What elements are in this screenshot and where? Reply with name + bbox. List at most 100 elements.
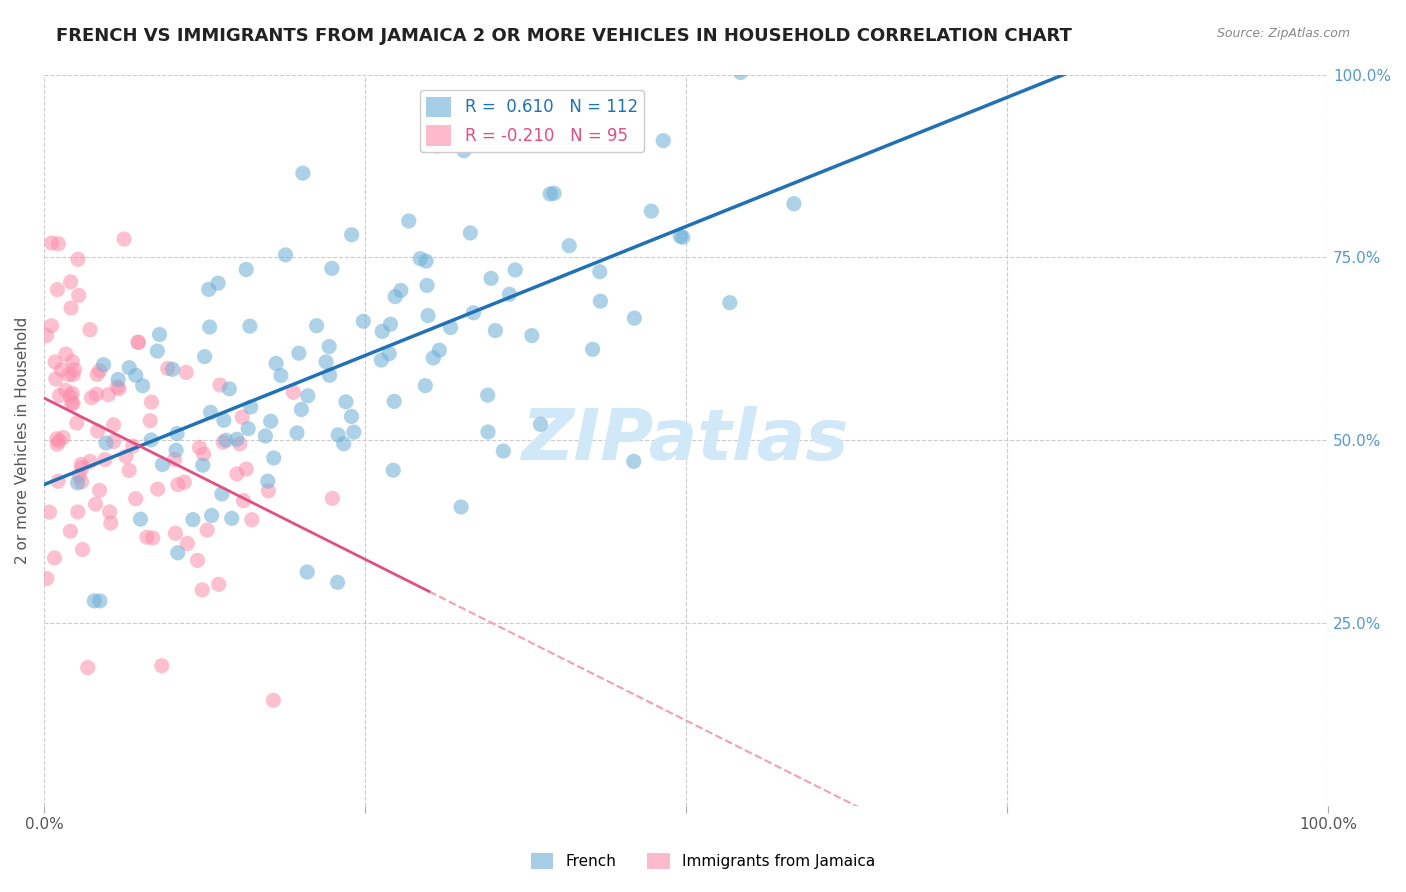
Point xyxy=(129,512,152,526)
Point xyxy=(225,467,247,481)
Point xyxy=(46,474,69,488)
Point xyxy=(274,248,297,262)
Point xyxy=(212,413,235,427)
Point xyxy=(135,530,157,544)
Point xyxy=(93,358,115,372)
Point xyxy=(520,328,543,343)
Point xyxy=(326,427,349,442)
Point xyxy=(166,426,188,441)
Point xyxy=(70,460,93,475)
Point xyxy=(1056,53,1078,67)
Point xyxy=(332,437,354,451)
Point xyxy=(142,531,165,545)
Point xyxy=(45,432,67,446)
Text: Source: ZipAtlas.com: Source: ZipAtlas.com xyxy=(1216,27,1350,40)
Point xyxy=(415,254,437,268)
Point xyxy=(239,400,262,414)
Point xyxy=(59,389,82,403)
Point xyxy=(44,551,66,566)
Point xyxy=(98,505,121,519)
Point xyxy=(226,432,249,446)
Point xyxy=(239,319,262,334)
Point xyxy=(257,483,280,498)
Point xyxy=(150,658,173,673)
Point xyxy=(378,346,401,360)
Point xyxy=(41,318,63,333)
Point xyxy=(112,232,135,246)
Point xyxy=(59,524,82,538)
Point xyxy=(45,372,67,386)
Point xyxy=(141,395,163,409)
Point xyxy=(46,283,69,297)
Point xyxy=(321,261,343,276)
Point xyxy=(215,434,238,448)
Point xyxy=(94,436,117,450)
Point xyxy=(380,318,402,332)
Point xyxy=(97,387,120,401)
Point xyxy=(127,335,149,350)
Point xyxy=(163,452,186,467)
Point xyxy=(295,565,318,579)
Point xyxy=(270,368,292,383)
Point xyxy=(640,204,662,219)
Point xyxy=(107,372,129,386)
Point xyxy=(730,65,752,79)
Point xyxy=(409,252,432,266)
Point xyxy=(108,382,131,396)
Point xyxy=(326,575,349,590)
Point xyxy=(340,409,363,424)
Point xyxy=(208,378,231,392)
Point xyxy=(416,309,439,323)
Point xyxy=(207,276,229,290)
Point xyxy=(297,389,319,403)
Point xyxy=(370,353,392,368)
Point xyxy=(221,511,243,525)
Point xyxy=(188,441,211,455)
Point xyxy=(66,252,89,267)
Point xyxy=(212,435,235,450)
Point xyxy=(835,53,858,67)
Point xyxy=(198,320,221,334)
Point xyxy=(208,577,231,591)
Point xyxy=(131,378,153,392)
Point xyxy=(669,229,692,244)
Point xyxy=(191,458,214,473)
Text: FRENCH VS IMMIGRANTS FROM JAMAICA 2 OR MORE VEHICLES IN HOUSEHOLD CORRELATION CH: FRENCH VS IMMIGRANTS FROM JAMAICA 2 OR M… xyxy=(56,27,1073,45)
Point xyxy=(146,482,169,496)
Point xyxy=(463,306,485,320)
Point xyxy=(44,355,66,369)
Point xyxy=(200,405,222,419)
Point xyxy=(492,444,515,458)
Point xyxy=(67,468,90,483)
Point xyxy=(264,356,287,370)
Point xyxy=(55,383,77,397)
Point xyxy=(1107,53,1129,67)
Point xyxy=(238,422,260,436)
Point xyxy=(194,350,217,364)
Point xyxy=(460,226,482,240)
Point xyxy=(174,366,197,380)
Point xyxy=(191,582,214,597)
Point xyxy=(70,475,93,489)
Point xyxy=(589,294,612,309)
Point xyxy=(389,284,412,298)
Point xyxy=(582,343,605,357)
Point xyxy=(285,425,308,440)
Point xyxy=(79,323,101,337)
Point xyxy=(66,475,89,490)
Point xyxy=(783,196,806,211)
Point xyxy=(80,391,103,405)
Point xyxy=(48,388,70,402)
Point xyxy=(193,447,215,461)
Point xyxy=(58,368,80,382)
Point xyxy=(263,450,285,465)
Point xyxy=(162,362,184,376)
Point xyxy=(141,433,163,447)
Point xyxy=(529,417,551,432)
Point xyxy=(181,513,204,527)
Point xyxy=(59,275,82,289)
Point xyxy=(644,53,666,67)
Point xyxy=(450,500,472,514)
Point xyxy=(589,265,612,279)
Point xyxy=(89,363,111,377)
